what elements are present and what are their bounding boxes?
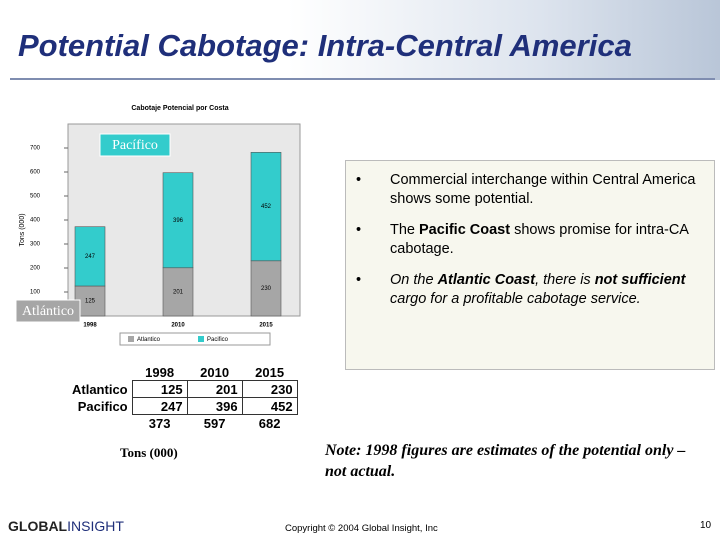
- chart: Cabotaje Potencial por Costa Tons (000) …: [15, 105, 301, 346]
- column-header: 2015: [255, 364, 285, 380]
- copyright: Copyright © 2004 Global Insight, Inc: [285, 523, 438, 534]
- y-tick-label: 500: [30, 194, 41, 200]
- logo: GLOBALINSIGHT: [8, 518, 124, 534]
- total-cell: 373: [148, 415, 171, 431]
- y-tick-label: 300: [30, 242, 41, 248]
- note: Note: 1998 figures are estimates of the …: [325, 442, 686, 480]
- chart-title: Cabotaje Potencial por Costa: [131, 105, 228, 112]
- table-cell: 125: [131, 380, 188, 398]
- bullet-text: On the Atlantic Coast, there is not suff…: [390, 271, 700, 309]
- data-table: 1998 2010 2015 Atlantico 125 201 230 Pacifico 24…: [68, 364, 298, 431]
- bullet: • Commercial interchange within Central A…: [356, 171, 700, 209]
- bullet-run: not sufficient: [594, 272, 686, 288]
- data-label: 396: [173, 218, 184, 224]
- units-label: Tons (000): [120, 445, 178, 460]
- bullet-box: • Commercial interchange within Central A…: [345, 160, 715, 370]
- bullet-run: Commercial interchange within Central Am…: [390, 172, 696, 207]
- bullet-dot: •: [356, 222, 362, 238]
- bar-segment: [74, 226, 106, 287]
- callout-box: [15, 299, 81, 323]
- legend-box: [119, 332, 271, 346]
- logo-part: INSIGHT: [67, 518, 124, 534]
- bullet-run: , there is: [535, 272, 595, 288]
- data-label: 230: [261, 286, 272, 292]
- table-cell: 247: [131, 397, 188, 415]
- bar-segment: [250, 152, 282, 262]
- y-tick-label: 200: [30, 266, 41, 272]
- table-cell: 230: [241, 380, 298, 398]
- data-label: 247: [85, 254, 96, 260]
- total-cell: 682: [258, 415, 281, 431]
- data-label: 201: [173, 289, 184, 295]
- table-corner: [68, 364, 132, 381]
- data-label: 452: [261, 204, 272, 210]
- table-cell: 201: [186, 380, 243, 398]
- legend-label: Atlantico: [137, 337, 161, 343]
- bullet: • On the Atlantic Coast, there is not suf…: [356, 271, 700, 309]
- data-label: 125: [85, 299, 96, 305]
- callout-label: Atlántico: [22, 304, 74, 319]
- callout-label: Pacífico: [112, 138, 158, 153]
- page-number: 10: [700, 520, 712, 531]
- y-axis-label: Tons (000): [19, 213, 26, 246]
- row-header: Pacifico: [77, 398, 128, 414]
- bullet-run: shows promise for intra-CA cabotage.: [390, 222, 689, 257]
- bullet-run: Atlantic Coast: [437, 272, 536, 288]
- table-cell: 452: [241, 397, 298, 415]
- bullet-run: On the: [390, 272, 438, 288]
- table-corner: [68, 415, 132, 432]
- total-cell: 597: [203, 415, 226, 431]
- legend-swatch: [128, 336, 134, 342]
- bullet-run: The: [390, 222, 420, 238]
- x-tick-label: 1998: [83, 323, 97, 329]
- logo-part: GLOBAL: [8, 518, 68, 534]
- bullet-text: Commercial interchange within Central Am…: [390, 171, 700, 209]
- bullet-run: cargo for a profitable cabotage service.: [390, 291, 641, 307]
- legend-swatch: [198, 336, 204, 342]
- table-row: Atlantico 125 201 230: [68, 380, 298, 398]
- y-tick-label: 400: [30, 218, 41, 224]
- y-tick-label: 600: [30, 170, 41, 176]
- y-tick-label: 700: [30, 146, 41, 152]
- legend-label: Pacifico: [207, 337, 229, 343]
- column-header: 1998: [145, 364, 175, 380]
- callout-box: [99, 133, 171, 157]
- column-header: 2010: [200, 364, 230, 380]
- x-tick-label: 2010: [171, 323, 185, 329]
- header-background: [0, 0, 720, 80]
- table-row: Pacifico 247 396 452: [68, 397, 298, 415]
- bullet-text: The Pacific Coast shows promise for intr…: [390, 221, 700, 259]
- bar-segment: [162, 267, 194, 317]
- table-cell: 396: [186, 397, 243, 415]
- x-tick-label: 2015: [259, 323, 273, 329]
- row-header: Atlantico: [72, 381, 128, 397]
- bullet-run: Pacific Coast: [419, 222, 511, 238]
- bar-segment: [162, 172, 194, 269]
- bullet: • The Pacific Coast shows promise for int…: [356, 221, 700, 259]
- title-rule: [10, 78, 715, 80]
- slide-title: Potential Cabotage: Intra-Central Americ…: [18, 28, 632, 63]
- bullet-dot: •: [356, 172, 362, 188]
- table-totals: 373 597 682: [68, 415, 297, 432]
- y-tick-label: 100: [30, 290, 41, 296]
- table-header: 1998 2010 2015: [68, 364, 297, 381]
- bullet-dot: •: [356, 272, 362, 288]
